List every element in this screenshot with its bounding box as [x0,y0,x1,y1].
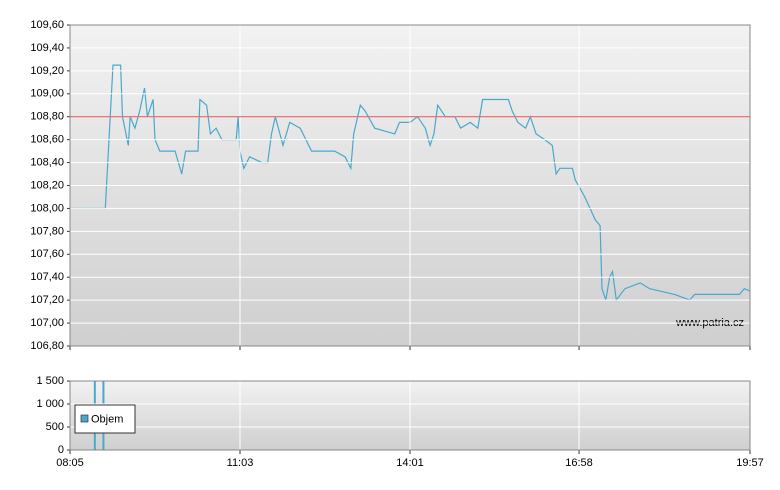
y-tick-label: 1 000 [36,398,64,410]
y-tick-label: 109,00 [30,88,64,100]
plot-group [70,64,750,302]
y-tick-label: 107,00 [30,317,64,329]
y-tick-label: 108,20 [30,179,64,191]
y-tick-label: 107,60 [30,248,64,260]
y-tick-label: 108,80 [30,111,64,123]
x-tick-label: 11:03 [227,457,254,469]
legend-swatch [80,414,89,423]
y-tick-label: 108,40 [30,156,64,168]
x-tick-label: 08:05 [56,457,84,469]
plot-border [69,24,751,347]
x-tick-label: 14:01 [396,457,424,469]
x-tick-label: 16:58 [565,457,593,469]
y-tick-label: 107,80 [30,225,64,237]
y-tick-label: 109,60 [30,19,64,31]
y-tick-label: 106,80 [30,340,64,352]
y-tick-label: 108,00 [30,202,64,214]
y-tick-label: 108,60 [30,134,64,146]
y-tick-label: 500 [46,421,64,433]
y-tick-label: 0 [58,444,64,456]
legend-label: Objem [91,413,123,425]
y-tick-label: 1 500 [36,375,64,387]
y-tick-label: 109,40 [30,42,64,54]
y-tick-label: 109,20 [30,65,64,77]
y-tick-label: 107,40 [30,271,64,283]
price-line [70,64,750,302]
plot-border [69,380,751,451]
y-tick-label: 107,20 [30,294,64,306]
x-tick-label: 19:57 [736,457,764,469]
